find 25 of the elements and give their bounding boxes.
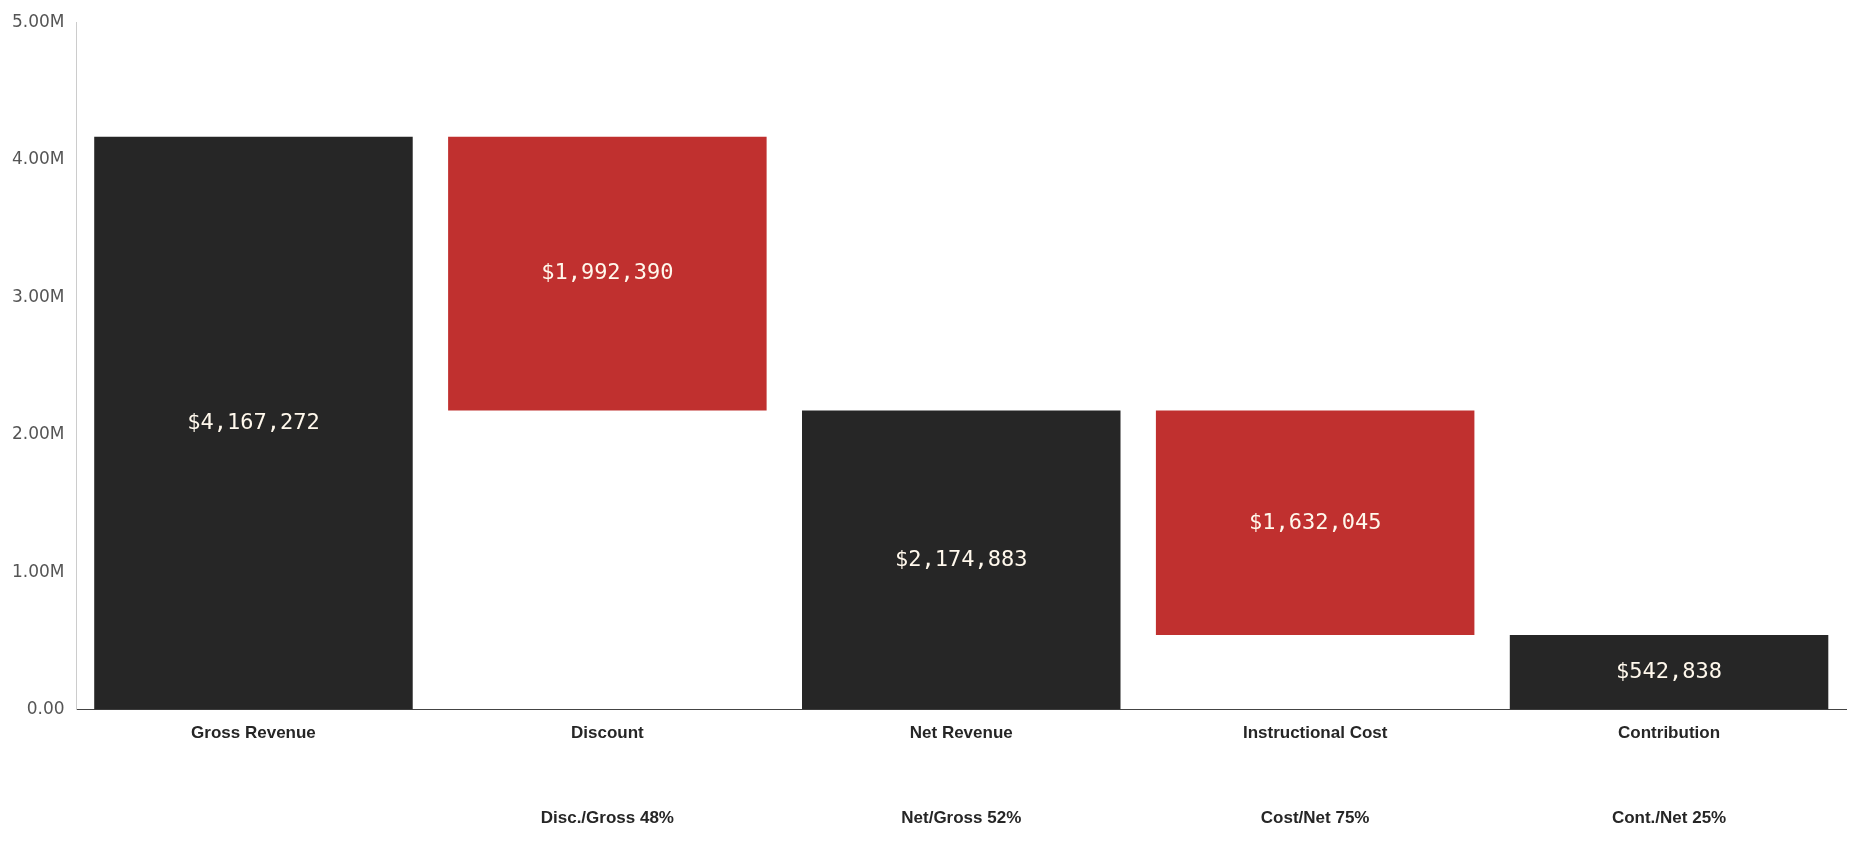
x-tick-label: Net Revenue (909, 723, 1013, 743)
x-tick-label: Instructional Cost (1242, 723, 1388, 743)
bar (802, 410, 1121, 710)
y-tick-label: 0.00 (26, 698, 65, 719)
y-tick-label: 4.00M (11, 148, 65, 169)
bar (1509, 634, 1829, 710)
x-tick-label: Contribution (1618, 723, 1721, 743)
data-label: $1,632,045 (1248, 508, 1382, 534)
data-label: $1,992,390 (541, 259, 674, 285)
text: Cost/Net 75% (1260, 807, 1370, 827)
y-tick-label: 3.00M (11, 285, 65, 306)
y-tick-label: 1.00M (11, 560, 65, 581)
bar (1155, 410, 1475, 635)
text: Disc./Gross 48% (540, 807, 674, 827)
y-tick-label: 5.00M (11, 10, 65, 31)
bar (94, 136, 413, 710)
text: Net/Gross 52% (901, 807, 1022, 827)
data-label: $2,174,883 (895, 545, 1028, 571)
x-tick-label: Gross Revenue (191, 723, 316, 743)
data-label: $4,167,272 (187, 408, 320, 434)
bar (448, 136, 767, 411)
data-label: $542,838 (1616, 658, 1723, 683)
text: Cont./Net 25% (1611, 807, 1727, 827)
y-tick-label: 2.00M (11, 423, 65, 444)
x-tick-label: Discount (571, 723, 645, 743)
